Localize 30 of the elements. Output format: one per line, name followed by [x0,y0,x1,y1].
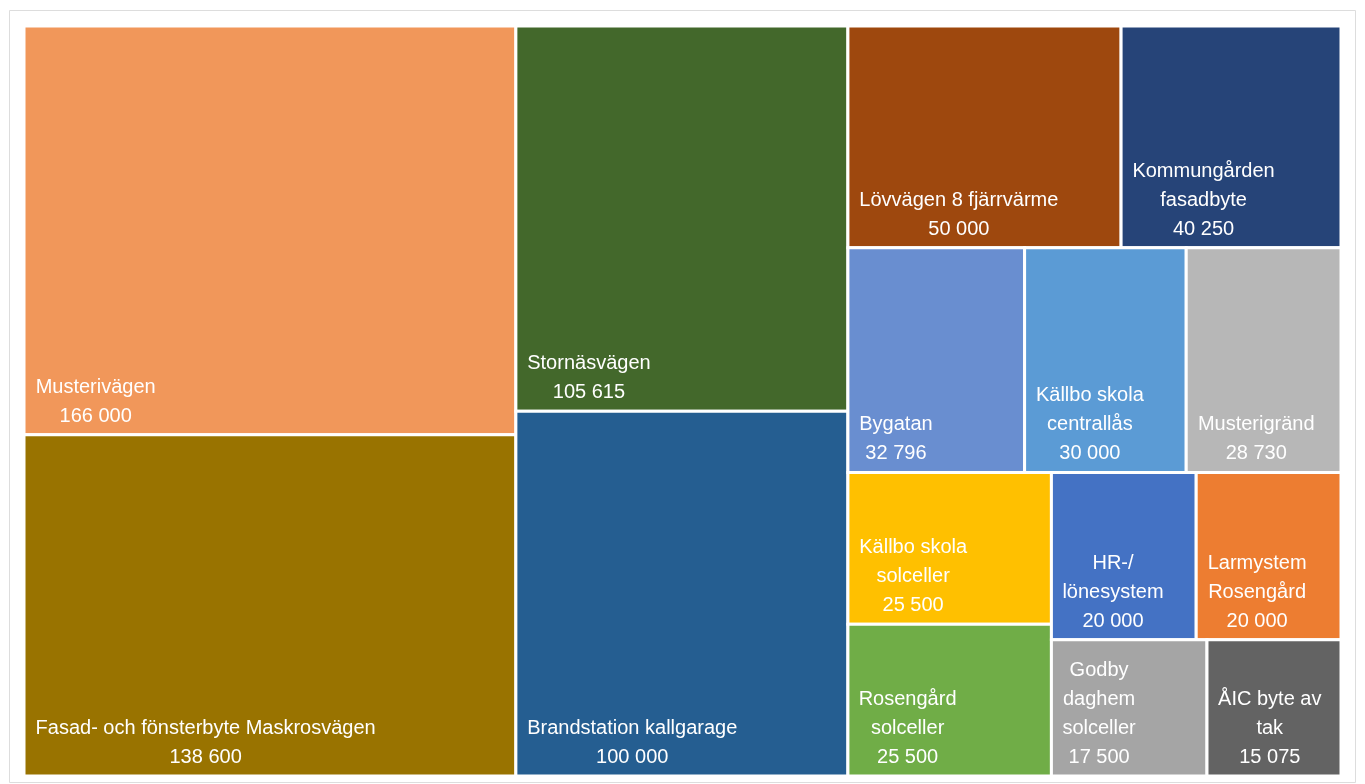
data-label: 17 500 [1068,745,1130,767]
data-label: 50 000 [928,216,990,239]
data-label: 15 075 [1239,745,1301,767]
data-label: 25 500 [882,593,944,616]
category-label: Källbo skola solceller [859,535,968,587]
data-label: 28 730 [1225,441,1287,464]
category-label: Bygatan [859,412,933,435]
category-label: Rosengård solceller [858,687,957,738]
category-label: Fasad- och fönsterbyte Maskrosvägen [35,716,376,738]
data-label: 166 000 [59,403,132,426]
category-label: Godby daghem solceller [1062,658,1137,738]
category-label: Musterigränd [1197,412,1315,435]
data-label: 40 250 [1172,216,1235,239]
category-label: ÅIC byte av tak [1218,687,1322,738]
category-label: Stornäsvägen [527,351,651,374]
category-label: Kommungården fasadbyte [1132,158,1275,210]
data-label: 105 615 [552,380,626,403]
category-label: Musterivägen [35,374,156,397]
data-label: 100 000 [596,745,669,767]
data-label: 138 600 [169,745,242,767]
data-label: 25 500 [877,745,939,767]
category-label: Larmystem Rosengård [1207,550,1307,602]
category-label: HR-/lönesystem [1062,550,1164,602]
category-label: Brandstation kallgarage [527,716,738,738]
category-label: Lövvägen 8 fjärrvärme [859,187,1059,210]
category-label: Källbo skola centrallås [1035,383,1145,435]
data-label: 32 796 [865,441,927,464]
data-label: 20 000 [1082,608,1144,631]
data-label: 20 000 [1226,608,1288,631]
data-label: 30 000 [1059,441,1121,464]
